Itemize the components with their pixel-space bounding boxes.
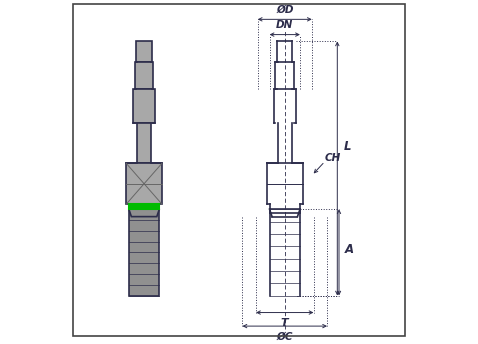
Bar [136, 41, 152, 62]
Text: CH: CH [325, 153, 341, 163]
Bar [126, 163, 162, 204]
Text: A: A [345, 243, 354, 256]
Bar [129, 209, 159, 295]
Text: ØD: ØD [276, 4, 293, 14]
Bar [135, 62, 153, 89]
Text: L: L [343, 140, 351, 153]
Bar [129, 204, 159, 209]
Bar [137, 123, 151, 163]
Polygon shape [129, 209, 159, 217]
Text: DN: DN [276, 20, 293, 30]
Text: T: T [281, 318, 289, 328]
Text: ØC: ØC [276, 332, 293, 342]
Bar [133, 89, 155, 123]
